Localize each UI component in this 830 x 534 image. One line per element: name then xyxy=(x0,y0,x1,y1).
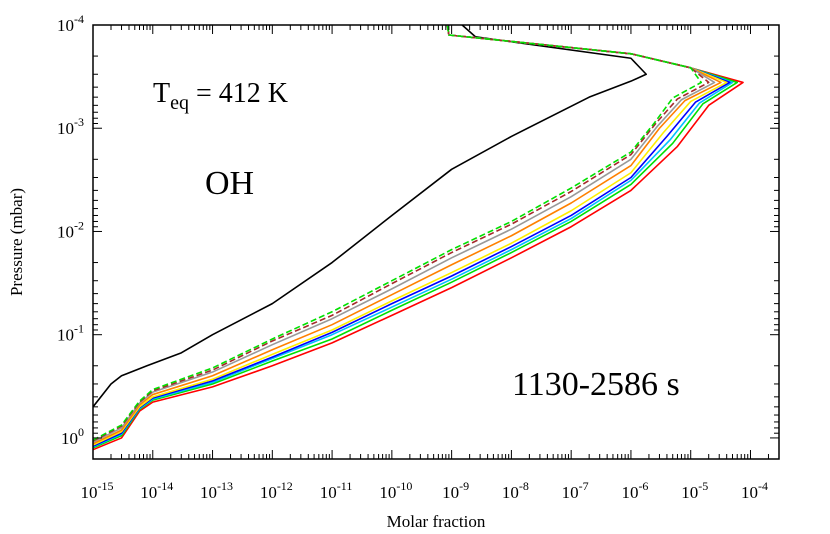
teq-subscript: eq xyxy=(170,92,189,114)
x-tick-label: 10-7 xyxy=(562,479,589,502)
x-tick-label: 10-12 xyxy=(260,479,293,502)
teq-symbol: T xyxy=(153,78,170,109)
species-label: OH xyxy=(205,165,254,202)
series-line-1 xyxy=(93,25,647,408)
x-tick-label: 10-15 xyxy=(81,479,114,502)
y-tick-label: 10-4 xyxy=(57,12,84,35)
x-tick-label: 10-11 xyxy=(320,479,353,502)
y-tick-label: 10-1 xyxy=(57,322,84,345)
time-range-label: 1130-2586 s xyxy=(512,366,680,403)
x-tick-label: 10-10 xyxy=(379,479,412,502)
y-axis-title: Pressure (mbar) xyxy=(7,188,26,296)
x-axis-title: Molar fraction xyxy=(387,512,486,531)
x-tick-label: 10-13 xyxy=(200,479,233,502)
teq-annotation: Teq = 412 K xyxy=(153,78,288,114)
y-tick-label: 10-2 xyxy=(57,218,84,241)
series-layer xyxy=(93,25,744,451)
x-tick-label: 10-6 xyxy=(621,479,648,502)
teq-value: = 412 K xyxy=(189,78,288,109)
plot-frame xyxy=(92,24,780,460)
x-tick-label: 10-9 xyxy=(442,479,469,502)
x-tick-label: 10-8 xyxy=(502,479,529,502)
x-tick-label: 10-14 xyxy=(140,479,173,502)
x-tick-label: 10-4 xyxy=(741,479,768,502)
series-line-10 xyxy=(93,25,703,441)
ticks-layer xyxy=(92,24,779,459)
x-tick-label: 10-5 xyxy=(681,479,708,502)
y-tick-label: 10-3 xyxy=(57,115,84,138)
y-tick-label: 100 xyxy=(61,425,84,448)
tick-labels-layer: 10-15 10-14 10-13 10-12 10-11 10-10 10-9 10-8 10… xyxy=(57,12,768,502)
